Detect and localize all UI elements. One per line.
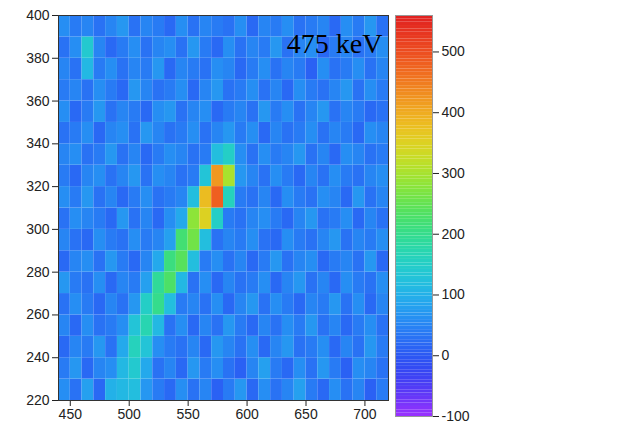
svg-text:700: 700 bbox=[353, 406, 377, 422]
svg-text:475 keV: 475 keV bbox=[287, 28, 383, 59]
svg-text:500: 500 bbox=[442, 43, 466, 59]
svg-text:340: 340 bbox=[26, 135, 50, 151]
svg-text:220: 220 bbox=[26, 392, 50, 408]
svg-text:0: 0 bbox=[442, 347, 450, 363]
svg-text:360: 360 bbox=[26, 93, 50, 109]
svg-text:400: 400 bbox=[26, 7, 50, 23]
svg-text:380: 380 bbox=[26, 50, 50, 66]
svg-text:240: 240 bbox=[26, 349, 50, 365]
svg-text:400: 400 bbox=[442, 104, 466, 120]
svg-text:650: 650 bbox=[294, 406, 318, 422]
svg-text:600: 600 bbox=[235, 406, 259, 422]
svg-text:450: 450 bbox=[59, 406, 83, 422]
svg-text:300: 300 bbox=[26, 221, 50, 237]
svg-text:550: 550 bbox=[176, 406, 200, 422]
svg-text:320: 320 bbox=[26, 178, 50, 194]
svg-text:200: 200 bbox=[442, 226, 466, 242]
svg-text:280: 280 bbox=[26, 264, 50, 280]
svg-text:500: 500 bbox=[118, 406, 142, 422]
svg-text:260: 260 bbox=[26, 306, 50, 322]
svg-text:-100: -100 bbox=[442, 408, 470, 424]
svg-text:100: 100 bbox=[442, 286, 466, 302]
svg-text:300: 300 bbox=[442, 165, 466, 181]
